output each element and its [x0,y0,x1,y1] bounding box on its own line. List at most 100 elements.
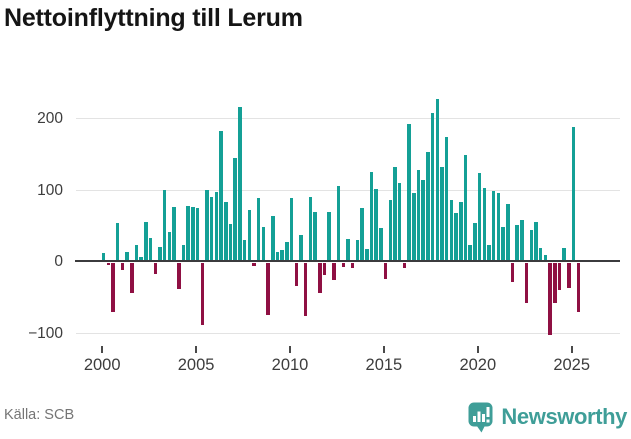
x-axis-label-2025: 2025 [553,356,591,374]
bar-quarter-2 [111,262,115,312]
bar-quarter-54 [355,240,360,261]
bar-quarter-75 [454,213,458,261]
bar-quarter-24 [214,192,219,261]
bar-quarter-77 [463,154,468,261]
x-axis-label-2005: 2005 [177,356,215,374]
bar-quarter-71 [435,99,439,261]
bar-quarter-16 [177,262,181,289]
newsworthy-logo-icon [468,402,493,433]
bar-quarter-35 [266,262,270,316]
bar-quarter-43 [303,262,308,317]
bar-quarter-15 [172,207,176,261]
bar-quarter-26 [224,201,228,261]
source-note: Källa: SCB [4,407,75,423]
x-tick-2010 [289,346,291,353]
bar-quarter-4 [120,262,125,270]
bar-quarter-69 [426,152,430,261]
bar-quarter-7 [134,244,139,261]
gridline-y--100 [76,333,620,334]
bar-quarter-11 [153,262,157,274]
bar-quarter-6 [130,262,134,294]
bar-quarter-40 [289,198,294,261]
y-axis-label--100: −100 [28,325,63,342]
bar-quarter-10 [148,238,153,261]
bar-quarter-41 [294,262,298,287]
bar-quarter-53 [350,262,355,269]
x-tick-2005 [195,346,198,353]
bar-quarter-61 [388,199,392,261]
bar-quarter-89 [520,219,524,261]
bar-quarter-49 [332,262,336,280]
bar-quarter-19 [191,207,195,261]
bar-quarter-46 [318,262,322,294]
bar-quarter-64 [402,262,407,269]
bar-quarter-25 [219,130,223,261]
bar-quarter-34 [261,227,266,261]
x-axis-label-2015: 2015 [365,356,403,374]
bar-quarter-90 [524,262,529,304]
bar-quarter-39 [285,242,289,261]
bar-quarter-17 [181,244,186,261]
zero-axis-line [75,259,620,263]
bar-quarter-13 [162,189,167,261]
bar-quarter-44 [308,196,313,261]
bar-quarter-68 [421,179,425,261]
bar-quarter-58 [374,188,378,261]
gridline-y-200 [76,118,620,119]
bar-quarter-45 [313,211,317,261]
bar-quarter-18 [186,205,190,261]
bar-quarter-47 [322,262,327,276]
bar-quarter-22 [205,189,209,261]
bar-quarter-83 [491,190,496,261]
bar-quarter-42 [299,234,303,261]
bar-quarter-73 [444,136,449,261]
bar-quarter-80 [477,173,482,261]
bar-quarter-66 [412,193,416,261]
bar-quarter-62 [393,167,397,261]
bar-quarter-55 [360,208,364,261]
newsworthy-wordmark: Newsworthy [501,404,627,429]
x-axis-label-2010: 2010 [271,356,309,374]
bar-quarter-51 [341,262,345,267]
gridline-y-100 [76,190,620,191]
bar-quarter-14 [167,232,172,261]
bar-quarter-5 [125,251,129,261]
bar-quarter-98 [562,248,566,261]
x-tick-2000 [101,346,104,353]
x-axis-label-2000: 2000 [83,356,121,374]
newsworthy-logo-lockup: Newsworthy [467,401,627,433]
bar-quarter-79 [473,223,477,261]
y-axis-label-100: 100 [37,182,63,199]
bar-quarter-65 [407,124,411,261]
bar-quarter-60 [383,262,388,279]
bar-quarter-99 [567,262,571,288]
bar-quarter-95 [548,262,552,336]
bar-quarter-63 [397,183,402,261]
y-axis-label-0: 0 [54,253,63,270]
bar-quarter-84 [496,193,501,261]
x-tick-2025 [570,346,573,353]
bar-quarter-27 [228,223,233,261]
bar-quarter-33 [256,198,261,261]
x-axis-label-2020: 2020 [459,356,497,374]
bar-quarter-57 [369,172,374,261]
bar-quarter-8 [139,256,143,261]
bar-quarter-12 [158,246,162,261]
bar-quarter-28 [233,158,237,261]
bar-quarter-23 [209,196,214,261]
x-tick-2020 [476,346,479,353]
bar-quarter-78 [468,244,472,261]
bar-quarter-81 [482,188,486,261]
bar-quarter-92 [534,222,538,261]
bar-quarter-59 [379,228,383,261]
bar-quarter-0 [101,253,106,261]
bar-quarter-85 [501,226,505,261]
bar-quarter-3 [115,223,120,261]
bar-quarter-32 [252,262,256,267]
bar-quarter-56 [365,248,369,261]
bar-quarter-82 [487,244,491,261]
bar-quarter-31 [247,209,251,261]
bar-quarter-91 [529,229,533,261]
bar-quarter-76 [459,201,463,261]
chart-title: Nettoinflyttning till Lerum [4,4,303,32]
